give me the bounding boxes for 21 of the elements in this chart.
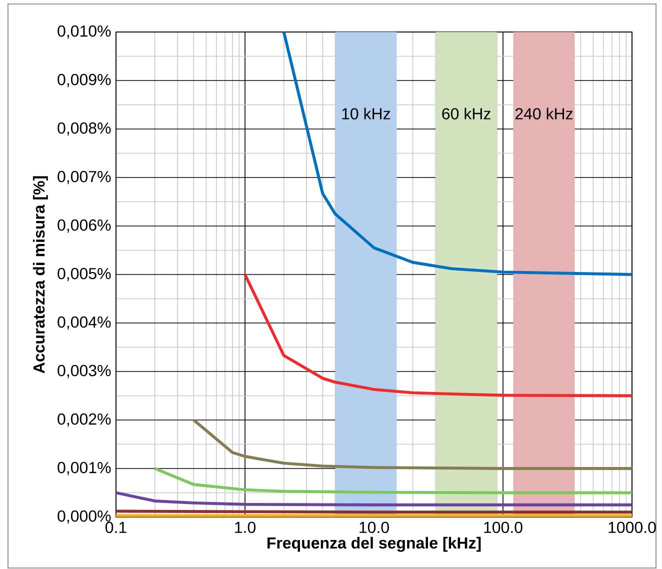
y-tick-label: 0,005%: [58, 268, 111, 282]
y-tick-label: 0,004%: [58, 316, 111, 330]
x-tick-label: 1.0: [235, 522, 256, 534]
x-tick-label: 0.1: [106, 522, 126, 534]
y-tick-label: 0,007%: [58, 170, 111, 184]
x-tick-label: 10.0: [360, 522, 389, 534]
x-tick-label: 1000.0: [608, 522, 656, 534]
y-tick-label: 0,006%: [58, 219, 111, 233]
y-axis-title: Accuratezza di misura [%]: [32, 176, 48, 374]
x-tick-label: 100.0: [484, 522, 522, 534]
band-label: 60 kHz: [442, 108, 490, 120]
y-tick-label: 0,010%: [58, 25, 111, 39]
band-label: 240 kHz: [515, 108, 573, 120]
y-tick-label: 0,000%: [58, 510, 111, 524]
y-tick-label: 0,002%: [58, 413, 111, 427]
x-axis-title: Frequenza del segnale [kHz]: [267, 536, 481, 552]
y-tick-label: 0,003%: [58, 364, 111, 378]
band-label: 10 kHz: [342, 108, 390, 120]
y-tick-label: 0,009%: [58, 74, 111, 88]
y-tick-label: 0,008%: [58, 122, 111, 136]
y-tick-label: 0,001%: [58, 462, 111, 476]
